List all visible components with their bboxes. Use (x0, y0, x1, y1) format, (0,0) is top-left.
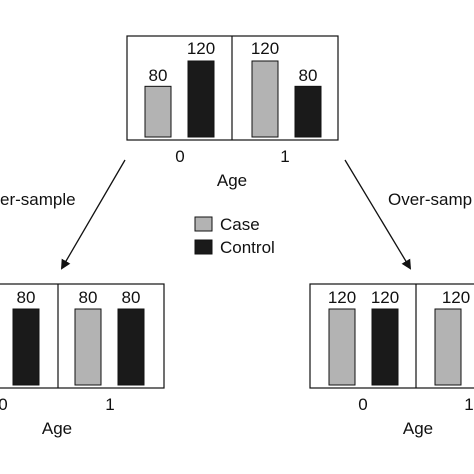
left-arrow (60, 159, 126, 270)
legend-swatch-case (194, 216, 213, 232)
bar-case-age-0 (328, 308, 356, 386)
legend: Case Control (194, 215, 275, 257)
bar-value-label: 120 (371, 288, 399, 307)
bar-control-age-0 (371, 308, 399, 386)
bar-control-age-1 (294, 85, 322, 138)
tick-label: 1 (464, 395, 473, 414)
bar-case-age-1 (434, 308, 462, 386)
legend-label-case: Case (220, 215, 260, 234)
tick-label: 1 (280, 147, 289, 166)
bar-value-label: 120 (251, 39, 279, 58)
bar-control-age-1 (117, 308, 145, 386)
right-arrow (344, 159, 412, 270)
top-chart: 80 120 120 80 0 1 Age (126, 35, 339, 190)
tick-label: 1 (105, 395, 114, 414)
bottom-right-chart: 120 120 120 0 1 Age (309, 283, 474, 438)
bar-value-label: 120 (442, 288, 470, 307)
tick-label: 0 (358, 395, 367, 414)
left-arrow-label: er-sample (0, 190, 76, 209)
legend-swatch-control (194, 239, 213, 255)
bar-value-label: 80 (149, 66, 168, 85)
bar-value-label: 120 (187, 39, 215, 58)
legend-label-control: Control (220, 238, 275, 257)
x-axis-label: Age (42, 419, 72, 438)
bar-case-age-0 (144, 85, 172, 138)
right-arrow-label: Over-samp (388, 190, 472, 209)
bar-case-age-1 (251, 60, 279, 138)
bar-value-label: 80 (299, 66, 318, 85)
x-axis-label: Age (217, 171, 247, 190)
bar-value-label: 80 (79, 288, 98, 307)
bottom-left-chart: 80 80 80 0 1 Age (0, 283, 165, 438)
bar-control-age-0 (12, 308, 40, 386)
tick-label: 0 (0, 395, 8, 414)
bar-value-label: 120 (328, 288, 356, 307)
bar-case-age-1 (74, 308, 102, 386)
tick-label: 0 (175, 147, 184, 166)
bar-control-age-0 (187, 60, 215, 138)
x-axis-label: Age (403, 419, 433, 438)
bar-value-label: 80 (17, 288, 36, 307)
bar-value-label: 80 (122, 288, 141, 307)
